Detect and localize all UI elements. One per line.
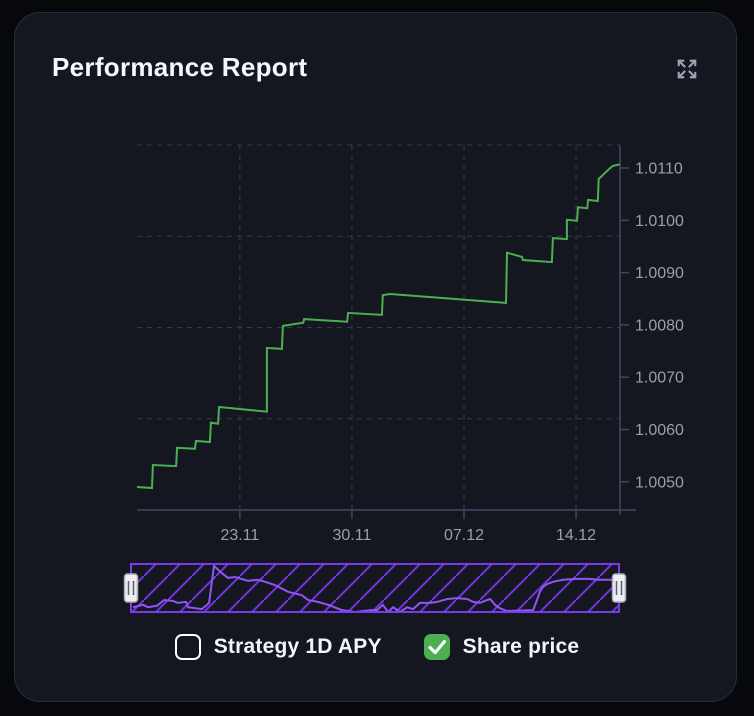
y-axis-label: 1.0080 bbox=[635, 317, 684, 334]
x-axis-label: 23.11 bbox=[220, 527, 259, 544]
y-axis-label: 1.0060 bbox=[635, 422, 684, 439]
y-axis-label: 1.0090 bbox=[635, 265, 684, 282]
y-axis-label: 1.0050 bbox=[635, 474, 684, 491]
x-axis-label: 07.12 bbox=[444, 527, 484, 544]
page-title: Performance Report bbox=[52, 52, 308, 82]
expand-button[interactable] bbox=[672, 54, 702, 84]
y-axis-label: 1.0100 bbox=[635, 213, 684, 230]
brush-handle-left[interactable] bbox=[123, 573, 139, 603]
check-icon bbox=[428, 639, 446, 655]
handle-grip-body[interactable] bbox=[611, 573, 627, 603]
x-axis-label: 14.12 bbox=[556, 527, 596, 544]
legend-item-strategy-apy[interactable]: Strategy 1D APY bbox=[174, 634, 382, 660]
expand-arrows-icon bbox=[677, 59, 697, 79]
y-axis-label: 1.0110 bbox=[635, 161, 683, 178]
chart-legend: Strategy 1D APY Share price bbox=[0, 634, 754, 660]
handle-grip-body[interactable] bbox=[123, 573, 139, 603]
legend-label: Share price bbox=[462, 635, 580, 658]
y-axis-label: 1.0070 bbox=[635, 370, 684, 387]
brush-preview-line bbox=[132, 564, 619, 612]
strategy-apy-checkbox[interactable] bbox=[174, 634, 201, 660]
x-axis-label: 30.11 bbox=[333, 527, 372, 544]
brush-handle-right[interactable] bbox=[611, 573, 627, 603]
share-price-line bbox=[136, 163, 621, 490]
brush-hatch-area[interactable] bbox=[131, 564, 619, 612]
share-price-checkbox[interactable] bbox=[423, 634, 450, 660]
legend-item-share-price[interactable]: Share price bbox=[423, 634, 580, 660]
legend-label: Strategy 1D APY bbox=[213, 635, 382, 658]
